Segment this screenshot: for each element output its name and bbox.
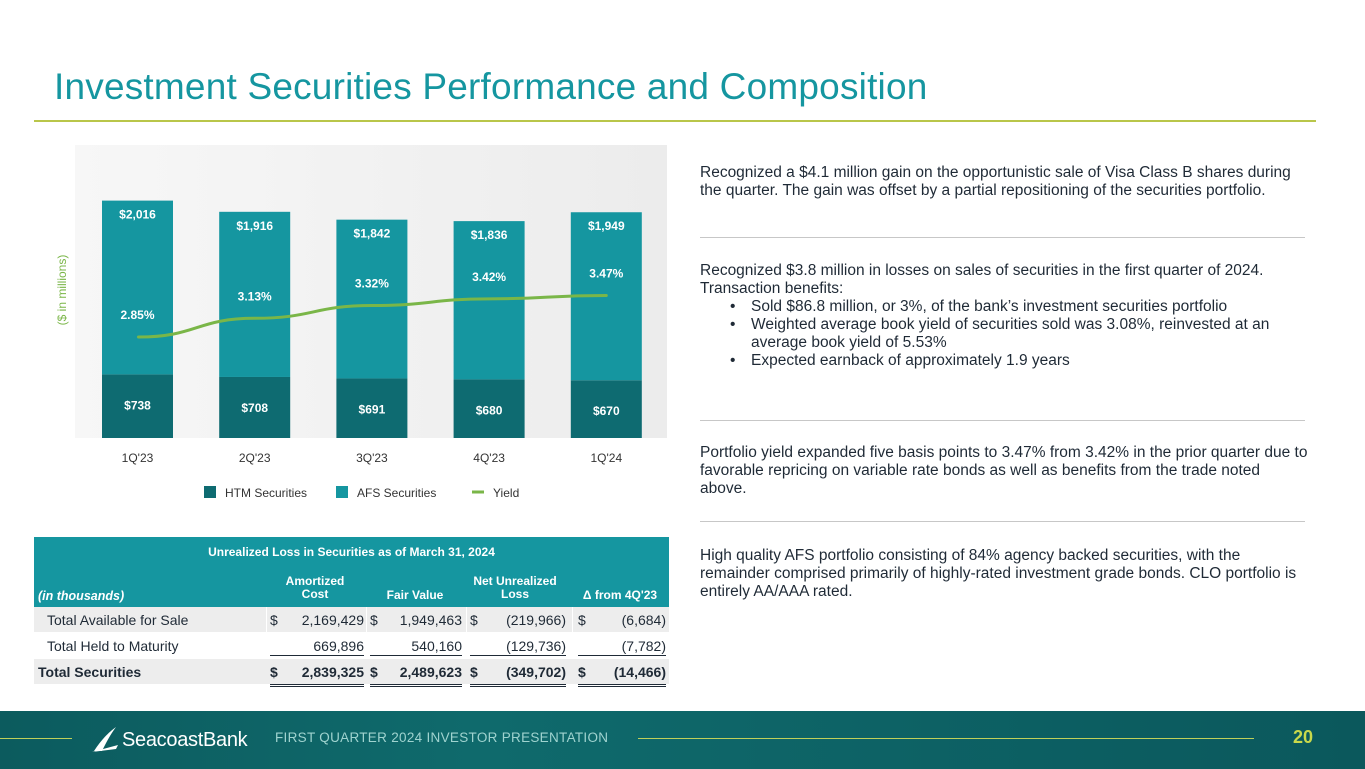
page-number: 20 [1293,727,1314,747]
units-label: (in thousands) [38,589,125,603]
delta-value: (6,684) [621,612,666,628]
data-label-yield: 3.42% [472,270,506,284]
currency-symbol: $ [578,612,586,628]
currency-symbol: $ [470,612,478,628]
data-label-yield: 3.47% [589,267,623,281]
data-label-htm: $680 [476,403,503,417]
table-header: Unrealized Loss in Securities as of Marc… [34,537,669,607]
bullet-afs-quality: High quality AFS portfolio consisting of… [700,547,1310,601]
currency-symbol: $ [270,612,278,628]
data-label-yield: 2.85% [120,308,154,322]
footer-rule [638,738,1254,739]
bar-htm [570,380,642,438]
legend-entry: AFS Securities [357,486,436,500]
data-label-afs: $1,916 [236,219,273,233]
legend-swatch [204,486,216,498]
logo-text: SeacoastBank [122,729,248,751]
bar-htm [336,378,408,438]
legend-entry: HTM Securities [225,486,307,500]
bar-afs [336,219,408,379]
fair-value-value: 1,949,463 [399,612,462,628]
unrealized-loss-table: Unrealized Loss in Securities as of Marc… [34,537,669,687]
page-title: Investment Securities Performance and Co… [54,66,928,107]
bullet-securities-losses: Recognized $3.8 million in losses on sal… [700,262,1310,370]
table-row: Total Available for Sale $ 2,169,429 $ 1… [34,607,669,633]
divider [700,237,1305,238]
transaction-benefits-list: Sold $86.8 million, or 3%, of the bank’s… [700,298,1310,370]
fair-value-value: 540,160 [411,638,462,654]
data-label-htm: $670 [593,404,620,418]
net-loss-value: (349,702) [506,664,566,680]
x-tick-label: 2Q'23 [239,451,271,465]
divider [700,420,1305,421]
delta-value: (7,782) [621,638,666,654]
fair-value-value: 2,489,623 [399,664,462,680]
data-label-afs: $1,949 [588,219,625,233]
x-tick-label: 1Q'24 [590,451,622,465]
amortized-cost-value: 2,839,325 [301,664,364,680]
col-header-amortized-cost: Amortized Cost [285,574,345,601]
table-row-total: Total Securities $ 2,839,325 $ 2,489,623… [34,659,669,687]
data-label-afs: $2,016 [119,208,156,222]
currency-symbol: $ [370,664,378,680]
x-tick-label: 4Q'23 [473,451,505,465]
bar-htm [219,376,291,438]
row-label: Total Securities [38,664,142,680]
divider [700,521,1305,522]
bar-afs [102,200,173,375]
data-label-yield: 3.13% [238,289,272,303]
table-caption: Unrealized Loss in Securities as of Marc… [208,545,495,559]
bar-htm [102,374,173,438]
list-item: Sold $86.8 million, or 3%, of the bank’s… [700,298,1310,316]
col-header-net-unrealized-loss: Net Unrealized Loss [473,574,557,601]
bullet-visa-gain-text: Recognized a $4.1 million gain on the op… [700,164,1291,199]
currency-symbol: $ [578,664,586,680]
data-label-afs: $1,836 [471,228,508,242]
table-row: Total Held to Maturity 669,896 540,160 (… [34,633,669,659]
bullet-portfolio-yield: Portfolio yield expanded five basis poin… [700,444,1310,498]
bullet-afs-quality-text: High quality AFS portfolio consisting of… [700,547,1297,600]
securities-chart: $738 $2,016 2.85% $708 $1,916 3.13% $691 $1,842… [55,200,642,500]
row-label: Total Available for Sale [47,612,189,628]
net-loss-value: (129,736) [506,638,566,654]
amortized-cost-value: 2,169,429 [301,612,364,628]
list-item: Weighted average book yield of securitie… [700,316,1310,352]
footer-label: FIRST QUARTER 2024 INVESTOR PRESENTATION [275,730,609,745]
delta-value: (14,466) [613,664,666,680]
x-tick-label: 3Q'23 [356,451,388,465]
legend-entry: Yield [493,486,519,500]
data-label-afs: $1,842 [354,227,391,241]
row-label: Total Held to Maturity [47,638,179,654]
x-tick-label: 1Q'23 [122,451,154,465]
footer-rule [0,738,72,739]
legend-swatch [336,486,348,498]
data-label-yield: 3.32% [355,277,389,291]
footer-bar: SeacoastBank FIRST QUARTER 2024 INVESTOR… [0,711,1365,769]
bullet-portfolio-yield-text: Portfolio yield expanded five basis poin… [700,444,1308,497]
seacoast-logo: SeacoastBank [90,723,260,755]
currency-symbol: $ [270,664,278,680]
list-item: Expected earnback of approximately 1.9 y… [700,352,1310,370]
bar-htm [453,379,525,438]
currency-symbol: $ [370,612,378,628]
data-label-htm: $708 [241,401,268,415]
bar-afs [219,211,291,377]
bullet-securities-losses-text: Recognized $3.8 million in losses on sal… [700,262,1264,297]
data-label-htm: $691 [359,402,386,416]
data-label-htm: $738 [124,398,151,412]
title-divider [34,120,1316,122]
currency-symbol: $ [470,664,478,680]
amortized-cost-value: 669,896 [313,638,364,654]
y-axis-label: ($ in millions) [55,255,69,326]
col-header-fair-value: Fair Value [386,588,444,602]
net-loss-value: (219,966) [506,612,566,628]
yield-line [137,294,608,339]
col-header-delta: Δ from 4Q'23 [582,588,658,602]
sail-logo-icon [92,727,118,752]
bullet-visa-gain: Recognized a $4.1 million gain on the op… [700,164,1310,200]
